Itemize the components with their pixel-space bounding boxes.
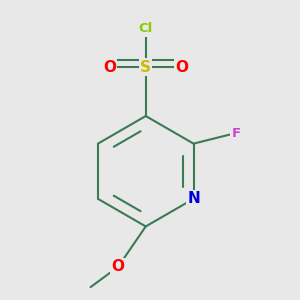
Text: O: O xyxy=(175,60,188,75)
Text: F: F xyxy=(232,127,241,140)
Text: S: S xyxy=(140,60,151,75)
Text: N: N xyxy=(187,191,200,206)
Text: Cl: Cl xyxy=(139,22,153,35)
Text: O: O xyxy=(103,60,116,75)
Text: O: O xyxy=(112,259,125,274)
